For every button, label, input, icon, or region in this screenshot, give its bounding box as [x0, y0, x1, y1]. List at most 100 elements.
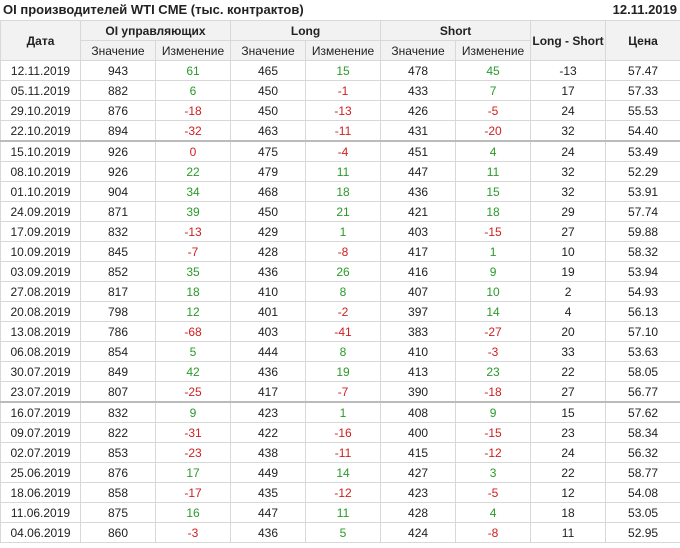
table-cell: 4	[455, 502, 532, 523]
table-row: 23.07.2019 807 -25 417 -7 390 -18 27 56.77	[0, 381, 680, 403]
table-cell: 10	[455, 281, 532, 302]
table-cell: 54.93	[605, 281, 680, 302]
table-cell: -16	[305, 422, 382, 443]
table-cell: -31	[154, 422, 232, 443]
table-cell: 786	[80, 321, 156, 342]
table-cell: 11	[305, 502, 382, 523]
table-cell: 403	[380, 221, 457, 242]
table-cell: 435	[230, 482, 307, 503]
table-cell: 413	[380, 361, 457, 382]
table-cell: 871	[80, 201, 156, 222]
table-cell: 17	[154, 462, 232, 483]
subheader-cell: Значение	[380, 40, 457, 61]
table-cell: 428	[230, 241, 307, 262]
table-cell: 18	[305, 181, 382, 202]
table-cell: 447	[380, 161, 457, 182]
table-row: 30.07.2019 849 42 436 19 413 23 22 58.05	[0, 361, 680, 382]
table-cell: 27.08.2019	[0, 281, 81, 302]
table-cell: 23	[530, 422, 607, 443]
table-cell: 438	[230, 442, 307, 463]
table-cell: 403	[230, 321, 307, 342]
table-cell: 16	[154, 502, 232, 523]
table-cell: 423	[380, 482, 457, 503]
table-cell: -11	[305, 120, 382, 142]
table-cell: -41	[305, 321, 382, 342]
table-cell: 02.07.2019	[0, 442, 81, 463]
table-cell: 422	[230, 422, 307, 443]
table-cell: -15	[455, 221, 532, 242]
table-row: 16.07.2019 832 9 423 1 408 9 15 57.62	[0, 401, 680, 423]
table-cell: 15.10.2019	[0, 140, 81, 162]
table-cell: 926	[80, 140, 156, 162]
table-cell: 17	[530, 80, 607, 101]
table-cell: 875	[80, 502, 156, 523]
header-cell: Цена	[605, 20, 680, 61]
table-cell: 13.08.2019	[0, 321, 81, 342]
header-cell: Long - Short	[530, 20, 607, 61]
table-cell: -4	[305, 140, 382, 162]
table-cell: -1	[305, 80, 382, 101]
table-cell: -11	[305, 442, 382, 463]
table-cell: 12	[530, 482, 607, 503]
date: 12.11.2019	[612, 2, 677, 17]
table-row: 27.08.2019 817 18 410 8 407 10 2 54.93	[0, 281, 680, 302]
table-cell: 04.06.2019	[0, 522, 81, 543]
subheader-cell: Изменение	[455, 40, 532, 61]
table-row: 24.09.2019 871 39 450 21 421 18 29 57.74	[0, 201, 680, 222]
table-cell: 06.08.2019	[0, 341, 81, 362]
table-cell: 22	[154, 161, 232, 182]
table-cell: 7	[455, 80, 532, 101]
table-cell: 882	[80, 80, 156, 101]
table-cell: 426	[380, 100, 457, 121]
table-row: 25.06.2019 876 17 449 14 427 3 22 58.77	[0, 462, 680, 483]
table-cell: 8	[305, 341, 382, 362]
table-cell: 58.77	[605, 462, 680, 483]
table-cell: 447	[230, 502, 307, 523]
table-cell: 444	[230, 341, 307, 362]
table-cell: 10	[530, 241, 607, 262]
table-cell: -68	[154, 321, 232, 342]
table-cell: 401	[230, 301, 307, 322]
table-row: 22.10.2019 894 -32 463 -11 431 -20 32 54.40	[0, 120, 680, 142]
table-cell: 57.47	[605, 60, 680, 81]
table-cell: 410	[230, 281, 307, 302]
table-cell: 433	[380, 80, 457, 101]
table-cell: 18.06.2019	[0, 482, 81, 503]
table-cell: 53.63	[605, 341, 680, 362]
table-cell: 24	[530, 442, 607, 463]
table-row: 03.09.2019 852 35 436 26 416 9 19 53.94	[0, 261, 680, 282]
table-row: 20.08.2019 798 12 401 -2 397 14 4 56.13	[0, 301, 680, 322]
table-cell: 27	[530, 381, 607, 403]
table-cell: 832	[80, 401, 156, 423]
table-cell: 45	[455, 60, 532, 81]
data-table: Дата OI управляющих Long Short Long - Sh…	[0, 20, 680, 543]
table-row: 09.07.2019 822 -31 422 -16 400 -15 23 58.34	[0, 422, 680, 443]
table-cell: 53.91	[605, 181, 680, 202]
table-cell: 58.34	[605, 422, 680, 443]
table-cell: 822	[80, 422, 156, 443]
table-cell: 817	[80, 281, 156, 302]
table-cell: 904	[80, 181, 156, 202]
table-cell: 408	[380, 401, 457, 423]
table-cell: -3	[154, 522, 232, 543]
table-cell: 11	[530, 522, 607, 543]
table-cell: -13	[154, 221, 232, 242]
table-cell: 59.88	[605, 221, 680, 242]
table-cell: -13	[305, 100, 382, 121]
table-cell: -5	[455, 100, 532, 121]
table-cell: 09.07.2019	[0, 422, 81, 443]
table-cell: 436	[230, 361, 307, 382]
table-cell: 61	[154, 60, 232, 81]
table-cell: 383	[380, 321, 457, 342]
table-cell: 57.10	[605, 321, 680, 342]
header-cell: Short	[380, 20, 532, 41]
table-cell: 17.09.2019	[0, 221, 81, 242]
table-cell: 876	[80, 100, 156, 121]
table-cell: 57.62	[605, 401, 680, 423]
table-cell: 431	[380, 120, 457, 142]
table-cell: 449	[230, 462, 307, 483]
table-cell: 03.09.2019	[0, 261, 81, 282]
table-cell: 42	[154, 361, 232, 382]
table-cell: 4	[530, 301, 607, 322]
table-cell: 54.08	[605, 482, 680, 503]
